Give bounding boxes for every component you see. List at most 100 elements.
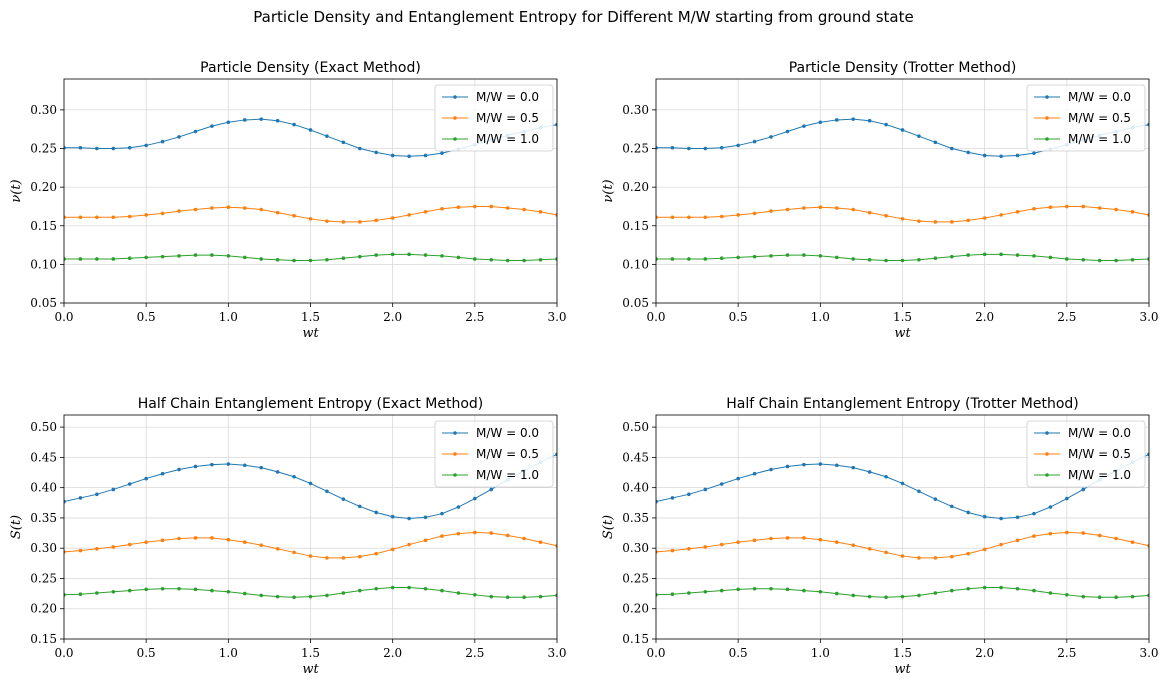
data-point-m-0-0 [64,499,66,504]
series-m-0-5 [64,204,557,224]
y-tick-label: 0.45 [30,450,57,464]
x-tick-label: 0.5 [729,310,748,324]
data-point-m-0-5 [193,207,198,212]
data-point-m-1-0 [440,588,444,593]
data-point-m-1-0 [1097,258,1102,263]
data-point-m-1-0 [851,257,855,261]
legend-label-m-1-0: M/W = 1.0 [1068,132,1131,146]
data-point-m-0-5 [242,206,247,210]
series-m-0-5 [656,530,1149,560]
data-point-m-0-5 [1048,531,1053,536]
data-point-m-0-5 [456,531,461,536]
data-point-m-1-0 [292,595,296,600]
data-point-m-0-5 [917,219,921,223]
data-point-m-0-5 [226,537,231,542]
data-point-m-0-0 [210,462,214,467]
series-m-1-0 [656,585,1149,600]
x-tick-label: 2.0 [383,646,402,660]
data-point-m-0-0 [1081,487,1086,492]
data-point-m-1-0 [1114,595,1118,600]
y-tick-label: 0.30 [30,541,57,555]
legend-label-m-0-0: M/W = 0.0 [1068,90,1131,104]
y-axis-label: S(t) [601,515,616,539]
data-point-m-1-0 [473,593,477,597]
y-tick-label: 0.25 [622,142,649,156]
data-point-m-1-0 [407,585,411,590]
data-point-m-0-0 [769,467,773,472]
data-point-m-0-0 [999,154,1003,159]
data-point-m-0-5 [736,213,740,217]
data-point-m-0-0 [670,145,675,150]
data-point-m-0-5 [538,210,543,214]
data-point-m-1-0 [390,585,395,590]
series-m-0-5 [656,204,1149,224]
y-tick-label: 0.25 [30,142,57,156]
data-point-m-0-5 [1048,205,1053,210]
x-tick-label: 0.5 [729,646,748,660]
data-point-m-0-0 [308,128,313,132]
data-point-m-1-0 [802,588,806,593]
data-point-m-0-0 [423,515,428,520]
data-point-m-0-5 [95,546,99,551]
data-point-m-0-5 [407,542,411,547]
legend-label-m-0-5: M/W = 0.5 [1068,111,1131,125]
data-point-m-0-5 [1130,210,1135,214]
data-point-m-1-0 [950,254,954,259]
data-point-m-1-0 [358,254,362,259]
data-point-m-0-5 [982,216,987,220]
data-point-m-0-5 [64,550,66,554]
panel-entropy-trotter: 0.0 0.5 1.0 1.5 2.0 2.5 3.0 0.15 0.20 0.25 0.30 0.3… [601,396,1159,677]
x-tick-label: 3.0 [1139,310,1158,324]
data-point-m-1-0 [177,254,181,258]
x-axis-label: wt [302,662,319,677]
series-m-0-0 [64,452,557,521]
data-point-m-1-0 [999,585,1003,590]
data-point-m-1-0 [341,591,346,595]
data-point-m-1-0 [982,252,987,257]
data-point-m-1-0 [423,586,428,591]
data-point-m-1-0 [456,591,461,595]
x-axis-label: wt [302,326,319,341]
data-point-m-0-5 [900,554,905,558]
data-point-m-1-0 [341,256,346,261]
x-tick-label: 0.0 [54,646,73,660]
data-point-m-0-5 [834,206,839,210]
y-tick-label: 0.40 [622,481,649,495]
data-point-m-1-0 [933,591,938,595]
data-point-m-0-5 [390,216,395,220]
data-point-m-0-0 [275,470,280,474]
data-point-m-0-5 [999,542,1003,547]
data-point-m-0-0 [1032,151,1036,155]
data-point-m-0-5 [656,550,658,554]
data-point-m-0-5 [78,548,83,553]
x-tick-label: 1.5 [301,646,320,660]
legend-swatch-marker [453,137,457,141]
data-point-m-0-0 [358,504,362,509]
data-point-m-0-0 [390,153,395,158]
data-point-m-0-5 [111,545,116,549]
legend-swatch-marker [1045,431,1049,435]
y-tick-label: 0.20 [30,602,57,616]
data-point-m-0-0 [1015,153,1020,158]
legend-swatch-marker [453,95,457,99]
data-point-m-1-0 [308,594,313,599]
data-point-m-0-0 [917,489,921,494]
data-point-m-1-0 [78,257,83,261]
y-tick-label: 0.05 [30,296,57,310]
data-point-m-0-0 [177,467,181,472]
data-point-m-0-5 [1147,213,1149,217]
data-point-m-1-0 [719,256,724,261]
y-axis-label: ν(t) [601,179,616,202]
data-point-m-0-0 [867,118,872,123]
series-m-1-0 [64,252,557,263]
data-point-m-0-5 [656,215,658,220]
data-point-m-0-5 [358,220,362,224]
data-point-m-0-0 [325,134,329,138]
panel-title: Half Chain Entanglement Entropy (Trotter… [726,396,1079,412]
data-point-m-0-0 [127,482,132,486]
x-tick-label: 1.5 [893,646,912,660]
data-point-m-0-5 [505,533,510,538]
data-point-m-1-0 [999,252,1003,257]
data-point-m-0-5 [127,542,132,547]
data-point-m-1-0 [505,595,510,600]
